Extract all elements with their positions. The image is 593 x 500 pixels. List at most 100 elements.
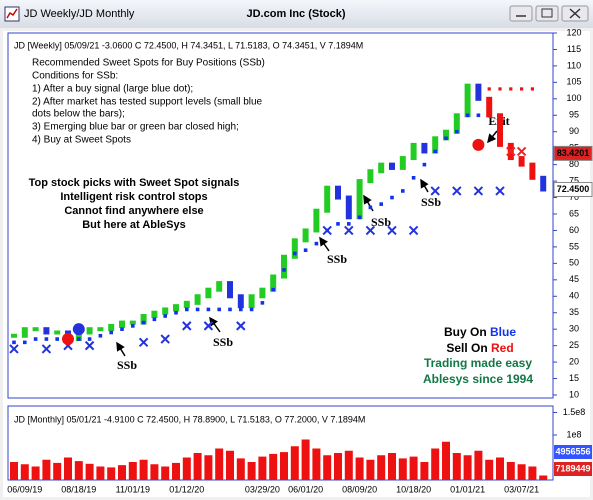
support-dot	[390, 195, 394, 200]
price-tag-label: 72.4500	[557, 184, 590, 194]
price-bar	[389, 162, 395, 170]
price-bar	[259, 287, 266, 299]
price-bar	[378, 162, 385, 174]
volume-bar	[280, 452, 288, 480]
buy-on: Buy On Blue	[444, 325, 516, 339]
promo-line: Intelligent risk control stops	[60, 191, 207, 203]
price-bar	[540, 175, 547, 192]
sell-signal	[62, 333, 74, 346]
title-bar	[0, 0, 593, 28]
annotation: 1) After a buy signal (large blue dot);	[32, 84, 193, 95]
support-dot	[12, 340, 16, 345]
price-bar	[97, 327, 104, 332]
volume-bar	[463, 455, 472, 480]
app-icon-line	[6, 8, 18, 19]
maximize-button[interactable]	[535, 5, 559, 22]
ssb-label: SSb	[213, 335, 233, 349]
price-bar	[216, 281, 223, 292]
volume-bar	[193, 453, 202, 480]
support-dot	[422, 162, 427, 167]
sweet-spot-x	[365, 225, 376, 236]
volume-header: JD [Monthly] 05/01/21 -4.9100 C 72.4500,…	[14, 414, 365, 424]
annotation: Conditions for SSb:	[32, 71, 118, 82]
support-dot	[33, 337, 38, 341]
price-header: JD [Weekly] 05/09/21 -3.0600 C 72.4500, …	[14, 40, 363, 50]
sweet-spot-x	[344, 225, 354, 236]
price-bar	[345, 195, 352, 220]
support-dot	[109, 330, 113, 335]
annotation: 4) Buy at Sweet Spots	[32, 135, 131, 146]
price-bar	[248, 294, 255, 309]
sweet-spot-x	[182, 321, 192, 331]
volume-bar	[398, 458, 407, 480]
y-tick-label: 100	[566, 93, 581, 103]
x-tick-label: 03/29/20	[245, 484, 280, 494]
sell-stop-dot	[530, 87, 534, 91]
volume-bar	[366, 459, 375, 480]
sweet-spot-x	[203, 321, 214, 331]
price-bar	[119, 320, 125, 328]
y-tick-label: 25	[569, 340, 579, 350]
minimize-button[interactable]	[509, 5, 533, 22]
sell-stop-dot	[509, 87, 513, 91]
price-bar	[140, 314, 147, 325]
support-dot	[163, 314, 167, 318]
sweet-spot-x	[322, 225, 332, 236]
volume-bar	[247, 462, 256, 480]
ssb-arrow	[116, 341, 126, 357]
sell-stop-dot	[520, 87, 524, 91]
price-bar	[183, 300, 190, 309]
ssb-label: SSb	[117, 358, 137, 372]
price-bar	[162, 307, 169, 315]
x-tick-label: 03/07/21	[504, 484, 539, 494]
volume-bar	[517, 464, 526, 480]
y-tick-label: 120	[566, 27, 581, 37]
support-dot	[271, 287, 275, 292]
volume-bar	[388, 453, 396, 480]
window-title: JD Weekly/JD Monthly	[24, 8, 135, 20]
y-tick-label: 90	[569, 126, 579, 136]
support-dot	[347, 222, 351, 226]
maximize-icon	[541, 8, 553, 18]
volume-tag	[554, 462, 592, 476]
sell-on-text: Sell On	[446, 341, 487, 355]
x-tick-label: 01/12/20	[169, 484, 204, 494]
support-dot	[401, 189, 405, 193]
support-dot	[379, 202, 383, 206]
price-bar	[518, 156, 525, 167]
y-tick-label: 15	[569, 373, 579, 383]
support-dot	[120, 327, 124, 331]
volume-bar	[474, 450, 483, 480]
price-bar	[129, 320, 136, 325]
price-bar	[173, 304, 179, 312]
support-dot	[293, 251, 297, 256]
price-bar	[151, 310, 158, 319]
volume-bar	[74, 461, 83, 480]
support-dot	[228, 307, 232, 312]
price-bar	[43, 327, 50, 335]
price-bar	[108, 323, 115, 332]
volume-bar	[85, 463, 94, 480]
volume-bar	[20, 464, 29, 480]
volume-bar	[344, 450, 353, 480]
support-dot	[206, 307, 211, 312]
sell-on: Sell On Red	[446, 341, 513, 355]
price-bar	[237, 294, 244, 309]
price-bar	[410, 142, 417, 161]
sweet-spot-x	[138, 337, 149, 348]
exit-x	[516, 146, 527, 157]
sweet-spot-x	[387, 225, 397, 236]
slogan: Buy On Blue Sell On Red Trading made eas…	[423, 325, 533, 386]
volume-bar	[118, 465, 126, 480]
volume-bar	[226, 450, 234, 480]
price-bar	[464, 83, 471, 118]
support-dot	[55, 337, 59, 341]
volume-bar	[334, 453, 342, 480]
annotation: Recommended Sweet Spots for Buy Position…	[32, 58, 265, 69]
blue-word: Blue	[490, 325, 516, 339]
volume-bar	[96, 466, 105, 480]
price-bar	[453, 113, 460, 134]
support-dot	[239, 307, 243, 312]
price-bar	[227, 281, 233, 299]
